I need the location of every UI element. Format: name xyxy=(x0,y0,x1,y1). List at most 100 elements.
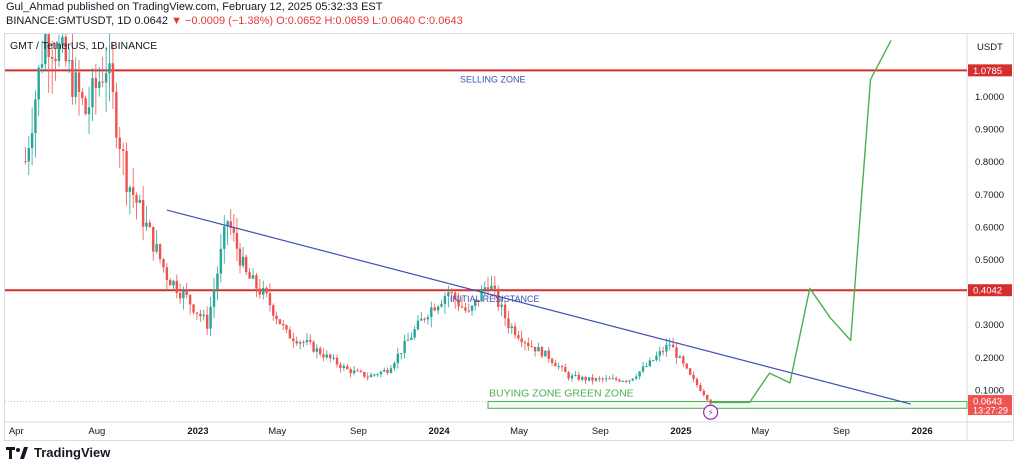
candle-body xyxy=(148,222,152,228)
candle-body xyxy=(699,385,702,391)
candle-body xyxy=(480,289,483,302)
candle-body xyxy=(507,318,510,329)
candle-body xyxy=(77,72,81,92)
price-label-box xyxy=(968,64,1012,77)
candle-body xyxy=(621,380,624,382)
price-label-box xyxy=(968,395,1012,416)
candle-body xyxy=(61,36,64,45)
candle-body xyxy=(349,369,352,374)
candle-body xyxy=(557,366,560,368)
candle-body xyxy=(601,378,604,380)
candle-body xyxy=(328,354,332,359)
candle-body xyxy=(298,342,302,344)
candle-body xyxy=(598,378,601,380)
candle-body xyxy=(212,290,216,307)
candle-body xyxy=(185,290,188,295)
candle-body xyxy=(577,374,581,380)
candle-body xyxy=(262,288,265,295)
candle-body xyxy=(648,360,652,367)
candle-body xyxy=(158,244,162,260)
candle-body xyxy=(688,368,692,375)
candle-body xyxy=(527,342,530,347)
chart-legend: GMT / TetherUS, 1D, BINANCE xyxy=(10,40,158,52)
candle-body xyxy=(67,60,71,62)
candle-body xyxy=(635,376,638,379)
candle-body xyxy=(655,355,658,361)
x-tick-label: Apr xyxy=(9,426,24,437)
y-tick-label: 0.9000 xyxy=(975,125,1004,136)
candle-body xyxy=(550,358,554,363)
candle-body xyxy=(560,366,564,368)
candle-body xyxy=(244,256,248,273)
symbol-name: BINANCE:GMTUSDT, 1D xyxy=(6,15,132,27)
x-tick-label: 2023 xyxy=(187,426,208,437)
candle-body xyxy=(533,346,537,352)
candle-body xyxy=(315,348,319,352)
candle-body xyxy=(84,98,87,115)
candle-body xyxy=(400,353,403,355)
candle-body xyxy=(356,370,359,372)
price-chart[interactable]: 0.10000.20000.30000.40000.50000.60000.70… xyxy=(5,34,1013,440)
publish-info: Gul_Ahmad published on TradingView.com, … xyxy=(6,1,383,13)
candle-body xyxy=(594,378,598,381)
candle-body xyxy=(460,306,464,308)
candle-body xyxy=(47,34,50,58)
candle-body xyxy=(447,292,450,297)
candle-body xyxy=(369,374,373,378)
candle-body xyxy=(682,356,685,364)
candle-body xyxy=(295,341,298,344)
candle-body xyxy=(631,378,634,381)
brand-name: TradingView xyxy=(34,445,111,460)
candle-body xyxy=(192,304,195,313)
candle-body xyxy=(510,326,513,329)
candle-body xyxy=(292,338,295,342)
tradingview-logo-icon xyxy=(6,446,28,459)
candle-body xyxy=(226,221,229,227)
candle-body xyxy=(396,353,400,364)
candle-body xyxy=(188,294,192,305)
chart-panel[interactable]: 0.10000.20000.30000.40000.50000.60000.70… xyxy=(4,33,1014,441)
candle-body xyxy=(497,288,500,307)
candle-body xyxy=(467,310,471,312)
event-marker-icon xyxy=(703,404,719,420)
candle-body xyxy=(40,64,44,68)
candle-body xyxy=(457,299,460,307)
candle-body xyxy=(584,376,587,381)
candle-body xyxy=(138,199,142,203)
price-label-text: 1.0785 xyxy=(973,66,1002,77)
x-tick-label: May xyxy=(268,426,286,437)
descending-trendline xyxy=(166,209,911,405)
candle-body xyxy=(490,285,493,290)
candle-body xyxy=(389,368,393,373)
candle-body xyxy=(433,307,436,311)
candle-body xyxy=(668,344,671,346)
candle-body xyxy=(685,363,688,369)
candle-body xyxy=(229,221,232,228)
candle-body xyxy=(118,137,121,150)
candle-body xyxy=(125,150,128,192)
candle-body xyxy=(614,378,618,380)
candle-body xyxy=(373,374,376,376)
candle-body xyxy=(513,326,517,336)
candle-body xyxy=(54,58,57,62)
candle-body xyxy=(335,357,339,365)
candle-body xyxy=(581,376,584,380)
candle-body xyxy=(268,293,272,306)
candle-body xyxy=(74,72,77,97)
price-label-text: 0.4042 xyxy=(973,286,1002,297)
candle-body xyxy=(251,275,255,279)
x-tick-label: Aug xyxy=(88,426,105,437)
candle-body xyxy=(91,78,94,108)
candle-body xyxy=(255,275,258,289)
candle-body xyxy=(702,390,706,395)
candle-body xyxy=(71,60,74,97)
candle-body xyxy=(175,280,179,294)
candle-body xyxy=(661,351,665,353)
candle-body xyxy=(450,292,453,294)
x-tick-label: Sep xyxy=(833,426,850,437)
x-tick-label: May xyxy=(751,426,769,437)
candle-body xyxy=(235,232,239,249)
candle-body xyxy=(695,378,699,386)
candle-body xyxy=(81,91,84,99)
candle-body xyxy=(34,99,37,134)
